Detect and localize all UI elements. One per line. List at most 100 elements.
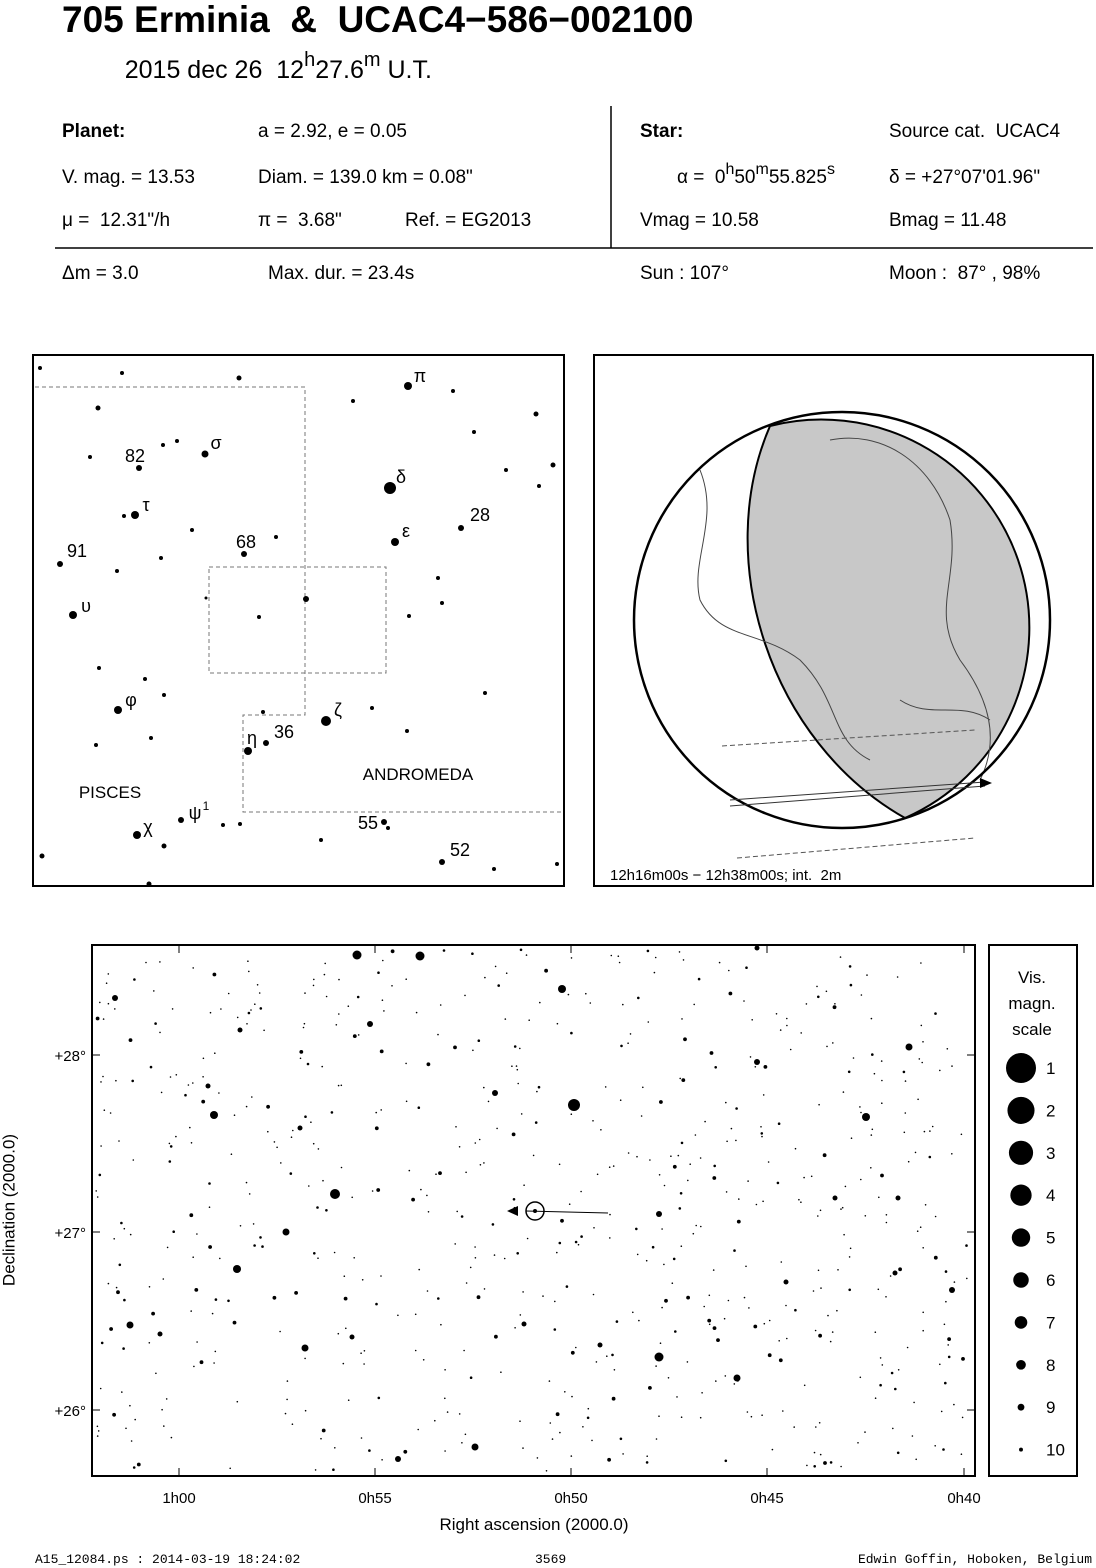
star	[763, 1065, 768, 1069]
star	[768, 1319, 771, 1322]
star	[800, 1201, 802, 1203]
star	[946, 1048, 949, 1050]
star	[415, 1011, 418, 1014]
star	[737, 1380, 739, 1382]
y-tick-label: +26°	[55, 1403, 86, 1420]
star	[205, 1083, 211, 1089]
star	[352, 1034, 357, 1038]
star	[680, 1141, 684, 1145]
vmag: V. mag. = 13.53	[62, 167, 195, 188]
star	[465, 1282, 468, 1284]
star	[714, 1066, 717, 1069]
star	[609, 1237, 611, 1239]
footer-author: Edwin Goffin, Hoboken, Belgium	[858, 1552, 1092, 1567]
star	[190, 1142, 193, 1144]
star	[477, 1039, 481, 1042]
star	[320, 1437, 322, 1440]
star	[934, 1445, 936, 1447]
title: 705 Erminia & UCAC4−586−002100	[62, 0, 693, 40]
star	[159, 1031, 161, 1034]
star	[609, 1213, 611, 1216]
star	[892, 1427, 894, 1430]
star	[263, 1029, 265, 1032]
star	[542, 1295, 544, 1297]
star	[570, 1350, 575, 1355]
star	[471, 952, 474, 955]
star	[817, 1215, 819, 1217]
star	[870, 1017, 873, 1020]
star	[843, 1233, 845, 1236]
star	[258, 992, 261, 994]
star	[682, 959, 685, 961]
star	[724, 1459, 728, 1463]
scale-label: 4	[1046, 1186, 1055, 1205]
star	[880, 1173, 884, 1178]
star	[107, 973, 110, 975]
star	[516, 1252, 519, 1255]
star	[95, 1016, 100, 1021]
star	[292, 1129, 294, 1132]
star	[105, 982, 108, 984]
star	[100, 1341, 104, 1345]
planet-label: Planet:	[62, 121, 125, 142]
star	[133, 978, 136, 981]
star	[208, 1206, 211, 1208]
subtitle-sup: m	[364, 49, 381, 71]
star	[99, 1001, 101, 1004]
star	[253, 1244, 256, 1247]
star	[689, 1163, 691, 1165]
alpha-sup: m	[755, 161, 768, 178]
star	[286, 1380, 289, 1382]
x-tick-label: 0h50	[554, 1490, 587, 1507]
x-axis-title: Right ascension (2000.0)	[439, 1515, 628, 1534]
star	[161, 443, 165, 447]
star	[440, 1323, 442, 1326]
star	[251, 1096, 253, 1098]
star	[100, 1081, 102, 1083]
star	[870, 1167, 872, 1169]
sun: Sun : 107°	[640, 263, 729, 284]
star	[464, 994, 466, 997]
star	[478, 1138, 481, 1141]
star	[376, 1188, 381, 1192]
star	[745, 1265, 747, 1268]
star	[575, 1346, 577, 1349]
star	[655, 1438, 658, 1440]
star	[767, 1161, 770, 1163]
star	[454, 1243, 457, 1245]
star	[918, 1058, 921, 1060]
star	[444, 1450, 446, 1452]
star	[922, 1329, 924, 1332]
star	[332, 1468, 335, 1471]
star	[564, 1391, 566, 1393]
star	[187, 1084, 190, 1086]
star	[748, 1307, 750, 1309]
star	[162, 693, 166, 697]
star	[803, 1176, 805, 1179]
star	[381, 819, 387, 825]
star	[532, 1154, 535, 1157]
star	[537, 1085, 541, 1089]
star	[313, 1252, 316, 1255]
star	[760, 1126, 762, 1128]
star	[904, 1112, 907, 1114]
star	[483, 691, 487, 695]
star	[146, 881, 152, 887]
star	[345, 1327, 347, 1330]
star	[442, 949, 446, 952]
star	[460, 1215, 464, 1218]
star	[829, 1461, 833, 1464]
star	[493, 1254, 496, 1256]
star	[289, 1172, 293, 1175]
star	[114, 1008, 116, 1010]
star	[754, 945, 760, 951]
star	[674, 1330, 677, 1333]
star	[879, 1357, 882, 1359]
star	[247, 1011, 251, 1015]
star-label: ANDROMEDA	[363, 765, 474, 784]
subtitle-part: U.T.	[381, 56, 432, 84]
star	[261, 1245, 264, 1248]
star	[670, 1155, 672, 1157]
star	[334, 1447, 336, 1449]
